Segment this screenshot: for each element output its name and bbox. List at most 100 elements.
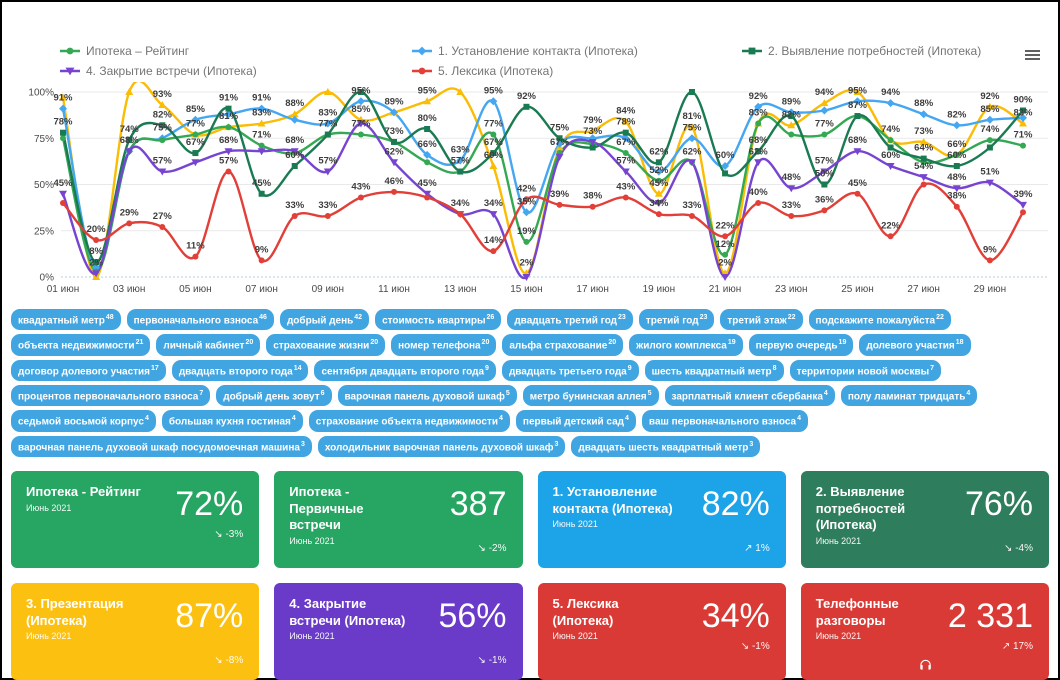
data-label: 92% [980, 91, 1000, 102]
kpi-card-7[interactable]: 5. Лексика (Ипотека) Июнь 2021 34% ↘ -1% [537, 582, 786, 680]
data-label: 45% [649, 178, 669, 189]
keyword-tag[interactable]: сентября двадцать второго года9 [314, 359, 496, 381]
keyword-tag[interactable]: страхование объекта недвижимости4 [308, 410, 510, 432]
kpi-card-8[interactable]: Телефонные разговоры Июнь 2021 2 331 ↗ 17% [800, 582, 1049, 680]
keyword-tag[interactable]: двадцать третий год23 [507, 309, 633, 331]
keyword-tag[interactable]: номер телефона20 [391, 334, 497, 356]
data-label: 45% [252, 178, 272, 189]
legend-item-3[interactable]: 2. Выявление потребностей (Ипотека) [742, 44, 1060, 58]
data-label: 40% [749, 187, 769, 198]
keyword-tag[interactable]: первую очередь19 [748, 334, 854, 356]
keyword-tag[interactable]: большая кухня гостиная4 [161, 410, 303, 432]
series-line [61, 79, 1025, 279]
data-label: 64% [914, 143, 934, 154]
keyword-tag[interactable]: альфа страхование20 [502, 334, 624, 356]
keyword-tag[interactable]: третий год23 [638, 309, 715, 331]
data-label: 60% [947, 150, 967, 161]
keyword-tag[interactable]: квадратный метр48 [11, 309, 121, 331]
keyword-tag[interactable]: полу ламинат тридцать4 [840, 384, 978, 407]
legend-item-label: 5. Лексика (Ипотека) [438, 64, 554, 78]
data-label: 95% [848, 85, 868, 96]
keyword-tag[interactable]: варочная панель духовой шкаф5 [337, 384, 517, 407]
data-label: 88% [285, 98, 305, 109]
data-label: 77% [484, 119, 504, 130]
data-label: 71% [1013, 130, 1033, 141]
tag-label: двадцать третий год [514, 315, 618, 327]
kpi-card-1[interactable]: Ипотека - Рейтинг Июнь 2021 72% ↘ -3% [11, 470, 260, 568]
kpi-card-trend: ↗ 1% [744, 543, 770, 554]
data-label: 19% [517, 226, 537, 237]
keyword-tag[interactable]: холодильник варочная панель духовой шкаф… [317, 435, 566, 457]
legend-item-label: 2. Выявление потребностей (Ипотека) [768, 44, 982, 58]
data-label: 27% [153, 211, 173, 222]
data-label: 11% [186, 241, 205, 252]
tag-label: полу ламинат тридцать [847, 391, 966, 403]
kpi-card-2[interactable]: Ипотека - Первичные встречи Июнь 2021 387 ↘… [274, 470, 523, 568]
kpi-card-title: 3. Презентация (Ипотека) [26, 595, 124, 628]
legend-item-6[interactable]: 5. Лексика (Ипотека) [412, 64, 742, 78]
data-label: 83% [1013, 107, 1033, 118]
data-label: 68% [120, 135, 140, 146]
data-label: 90% [1013, 95, 1033, 106]
keyword-tag-cloud: квадратный метр48 первоначального взноса4… [2, 303, 1058, 459]
legend-item-2[interactable]: 1. Установление контакта (Ипотека) [412, 44, 742, 58]
kpi-card-period: Июнь 2021 [26, 502, 72, 513]
data-label: 82% [153, 109, 173, 120]
keyword-tag[interactable]: первый детский сад4 [515, 410, 636, 432]
legend-item-1[interactable]: Ипотека – Рейтинг [60, 44, 412, 58]
trend-value: -1% [751, 640, 770, 652]
kpi-card-title: 2. Выявление потребностей (Ипотека) [815, 483, 906, 533]
keyword-tag[interactable]: зарплатный клиент сбербанка4 [664, 384, 835, 407]
data-label: 39% [1013, 189, 1033, 200]
keyword-tag[interactable]: первоначального взноса46 [126, 309, 274, 331]
line-chart-svg: 0% 25% 50% 75% 100% 01 июн 03 июн 05 июн 07 июн 0… [28, 79, 1048, 295]
keyword-tag[interactable]: объекта недвижимости21 [11, 334, 151, 356]
legend-item-5[interactable]: 4. Закрытие встречи (Ипотека) [60, 64, 412, 78]
keyword-tag[interactable]: седьмой восьмой корпус4 [11, 410, 156, 432]
line-chart[interactable]: 0% 25% 50% 75% 100% 01 июн 03 июн 05 июн 07 июн 0… [8, 79, 1058, 303]
data-label: 45% [53, 178, 73, 189]
tag-label: личный кабинет [163, 340, 245, 352]
kpi-card-3[interactable]: 1. Установление контакта (Ипотека) Июнь 2… [537, 470, 786, 568]
keyword-tag[interactable]: двадцать шесть квадратный метр3 [571, 435, 761, 457]
keyword-tag[interactable]: стоимость квартиры26 [375, 309, 502, 331]
keyword-tag[interactable]: подскажите пожалуйста22 [808, 309, 951, 331]
kpi-card-5[interactable]: 3. Презентация (Ипотека) Июнь 2021 87% ↘ -8… [11, 582, 260, 680]
data-label: 87% [848, 100, 868, 111]
tag-label: варочная панель духовой шкаф посудомоечн… [18, 441, 300, 453]
keyword-tag[interactable]: двадцать второго года14 [171, 359, 309, 381]
keyword-tag[interactable]: третий этаж22 [720, 309, 803, 331]
keyword-tag[interactable]: процентов первоначального взноса7 [11, 384, 211, 407]
keyword-tag[interactable]: двадцать третьего года9 [501, 359, 639, 381]
data-label: 54% [914, 161, 934, 172]
tag-count: 26 [486, 314, 495, 321]
keyword-tag[interactable]: ваш первоначального взноса4 [641, 410, 809, 432]
keyword-tag[interactable]: метро бунинская аллея5 [522, 384, 659, 407]
data-label: 75% [682, 122, 702, 133]
kpi-card-title: Ипотека - Рейтинг [26, 483, 141, 499]
legend-marker-icon [60, 67, 80, 76]
data-label: 85% [186, 104, 206, 115]
tag-count: 4 [797, 415, 802, 423]
y-axis-tick: 100% [28, 88, 54, 99]
keyword-tag[interactable]: добрый день42 [279, 309, 370, 331]
keyword-tag[interactable]: жилого комплекса19 [629, 334, 743, 356]
series-line [61, 170, 1025, 263]
kpi-card-6[interactable]: 4. Закрытие встречи (Ипотека) Июнь 2021 56… [274, 582, 523, 680]
data-label: 74% [120, 124, 140, 135]
tag-count: 22 [936, 314, 944, 321]
keyword-tag[interactable]: варочная панель духовой шкаф посудомоечн… [11, 435, 312, 457]
keyword-tag[interactable]: долевого участия18 [859, 334, 971, 356]
keyword-tag[interactable]: территории новой москвы7 [789, 359, 942, 381]
chart-menu-icon[interactable] [1025, 48, 1040, 62]
x-axis-tick: 13 июн [444, 284, 477, 295]
keyword-tag[interactable]: страхование жизни20 [266, 334, 386, 356]
keyword-tag[interactable]: личный кабинет20 [156, 334, 261, 356]
keyword-tag[interactable]: добрый день зовут6 [216, 384, 332, 407]
keyword-tag[interactable]: шесть квадратный метр8 [644, 359, 784, 381]
kpi-card-4[interactable]: 2. Выявление потребностей (Ипотека) Июнь … [800, 470, 1049, 568]
tag-label: третий год [645, 315, 699, 327]
data-label: 89% [782, 96, 802, 107]
keyword-tag[interactable]: договор долевого участия17 [11, 359, 166, 381]
y-axis-tick: 25% [34, 226, 54, 237]
